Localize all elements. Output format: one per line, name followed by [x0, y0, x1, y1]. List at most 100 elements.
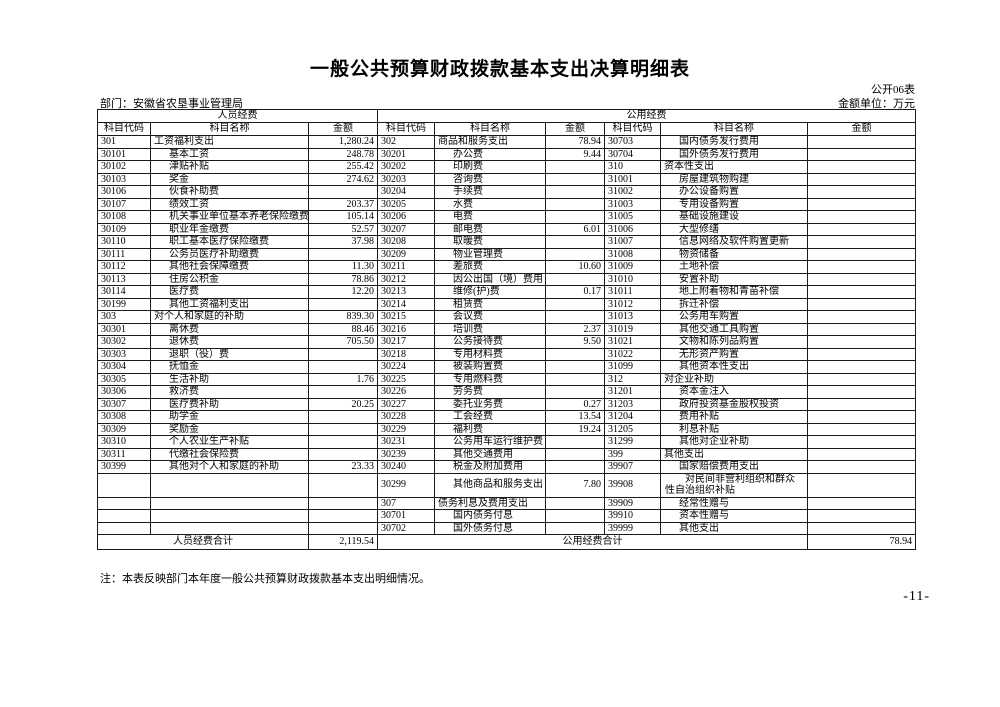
cell-name-personnel: 其他工资福利支出: [150, 297, 309, 311]
cell-code-personnel: 30107: [97, 197, 151, 211]
cell-name-public-b: 资本性支出: [660, 160, 809, 174]
cell-name-public-b: 文物和陈列品购置: [660, 335, 809, 349]
cell-code-personnel: 30103: [97, 172, 151, 186]
cell-code-public-a: 30213: [377, 285, 436, 299]
cell-amount-public-b: [807, 185, 917, 199]
cell-amount-public-b: [807, 447, 917, 461]
cell-amount-public-b: [807, 285, 917, 299]
cell-code-public-b: 31019: [604, 322, 662, 336]
cell-amount-personnel: 78.86: [307, 272, 379, 286]
cell-amount-public-b: [807, 235, 917, 249]
cell-name-personnel: 津贴补贴: [150, 160, 309, 174]
cell-name-public-b: 专用设备购置: [660, 197, 809, 211]
cell-name-public-a: 邮电费: [434, 222, 547, 236]
cell-code-personnel: 30301: [97, 322, 151, 336]
cell-name-public-b: 费用补贴: [660, 410, 809, 424]
cell-name-public-b: 其他资本性支出: [660, 360, 809, 374]
cell-name-public-b: 对民间非营利组织和群众性自治组织补贴: [660, 472, 809, 498]
cell-amount-personnel: 105.14: [307, 210, 379, 224]
cell-code-public-a: 30229: [377, 422, 436, 436]
cell-name-personnel: 医疗费补助: [150, 397, 309, 411]
table-row: 30311 代缴社会保险费 30239 其他交通费用 399 其他支出: [97, 447, 917, 461]
cell-amount-public-a: [545, 310, 606, 324]
cell-amount-public-a: [545, 360, 606, 374]
cell-name-public-b: 大型修缮: [660, 222, 809, 236]
cell-code-public-b: 31002: [604, 185, 662, 199]
cell-name-public-b: 经常性赠与: [660, 496, 809, 510]
col-header-code-3: 科目代码: [604, 122, 662, 136]
cell-amount-public-b: [807, 410, 917, 424]
table-row: 30113 住房公积金 78.86 30212 因公出国（境）费用 31010 …: [97, 272, 917, 286]
table-row: 30299 其他商品和服务支出 7.80 39908 对民间非营利组织和群众性自…: [97, 472, 917, 498]
cell-code-public-b: 31010: [604, 272, 662, 286]
cell-amount-personnel: [307, 435, 379, 449]
cell-amount-personnel: 20.25: [307, 397, 379, 411]
cell-name-personnel: 奖金: [150, 172, 309, 186]
cell-name-public-a: 其他商品和服务支出: [434, 472, 547, 498]
cell-amount-public-a: [545, 235, 606, 249]
cell-amount-public-a: [545, 185, 606, 199]
table-row: 30310 个人农业生产补贴 30231 公务用车运行维护费 31299 其他对…: [97, 435, 917, 449]
cell-name-public-a: 税金及附加费用: [434, 460, 547, 474]
cell-name-personnel: 抚恤金: [150, 360, 309, 374]
cell-code-public-b: 31022: [604, 347, 662, 361]
cell-code-public-b: 39908: [604, 472, 662, 498]
cell-name-public-a: 印刷费: [434, 160, 547, 174]
cell-amount-public-b: [807, 160, 917, 174]
cell-name-public-a: 取暖费: [434, 235, 547, 249]
cell-amount-public-b: [807, 260, 917, 274]
cell-code-personnel: 30310: [97, 435, 151, 449]
cell-code-personnel: 30108: [97, 210, 151, 224]
table-row: 30114 医疗费 12.20 30213 维修(护)费 0.17 31011 …: [97, 285, 917, 299]
table-row: 30106 伙食补助费 30204 手续费 31002 办公设备购置: [97, 185, 917, 199]
cell-name-public-a: 差旅费: [434, 260, 547, 274]
cell-amount-public-a: 0.17: [545, 285, 606, 299]
cell-code-personnel: 30114: [97, 285, 151, 299]
cell-amount-personnel: [307, 185, 379, 199]
cell-code-public-a: 30218: [377, 347, 436, 361]
cell-name-public-b: 基础设施建设: [660, 210, 809, 224]
cell-code-public-b: 31013: [604, 310, 662, 324]
cell-code-public-b: 399: [604, 447, 662, 461]
cell-name-public-a: 专用燃料费: [434, 372, 547, 386]
cell-amount-public-b: [807, 472, 917, 498]
cell-name-public-b: 利息补贴: [660, 422, 809, 436]
cell-code-public-b: 310: [604, 160, 662, 174]
cell-amount-public-a: [545, 210, 606, 224]
cell-name-public-a: 被装购置费: [434, 360, 547, 374]
cell-name-public-b: 国外债务发行费用: [660, 147, 809, 161]
cell-code-personnel: 30106: [97, 185, 151, 199]
cell-amount-personnel: [307, 472, 379, 498]
cell-name-personnel: 住房公积金: [150, 272, 309, 286]
cell-code-personnel: [97, 509, 151, 523]
cell-amount-public-b: [807, 521, 917, 535]
cell-code-public-a: 30217: [377, 335, 436, 349]
cell-code-public-a: 30701: [377, 509, 436, 523]
cell-code-public-b: 31201: [604, 385, 662, 399]
cell-name-personnel: 工资福利支出: [150, 135, 309, 149]
col-header-code-2: 科目代码: [377, 122, 436, 136]
cell-code-public-a: 30239: [377, 447, 436, 461]
cell-code-public-a: 30216: [377, 322, 436, 336]
cell-amount-public-b: [807, 297, 917, 311]
cell-name-personnel: 基本工资: [150, 147, 309, 161]
table-row: 301 工资福利支出 1,280.24 302 商品和服务支出 78.94 30…: [97, 135, 917, 149]
cell-code-public-b: 31005: [604, 210, 662, 224]
cell-name-public-a: 债务利息及费用支出: [434, 496, 547, 510]
cell-name-public-b: 办公设备购置: [660, 185, 809, 199]
footnote: 注：本表反映部门本年度一般公共预算财政拨款基本支出明细情况。: [100, 573, 430, 585]
cell-code-personnel: 30113: [97, 272, 151, 286]
cell-amount-public-a: 0.27: [545, 397, 606, 411]
cell-code-personnel: 30303: [97, 347, 151, 361]
cell-amount-public-b: [807, 397, 917, 411]
cell-code-personnel: 30304: [97, 360, 151, 374]
cell-amount-public-a: [545, 460, 606, 474]
cell-name-public-a: 公务用车运行维护费: [434, 435, 547, 449]
cell-code-public-a: 30204: [377, 185, 436, 199]
cell-name-personnel: [150, 521, 309, 535]
cell-name-public-a: 水费: [434, 197, 547, 211]
cell-name-public-a: 会议费: [434, 310, 547, 324]
cell-amount-personnel: 12.20: [307, 285, 379, 299]
cell-code-public-b: 31021: [604, 335, 662, 349]
cell-name-public-b: 信息网络及软件购置更新: [660, 235, 809, 249]
